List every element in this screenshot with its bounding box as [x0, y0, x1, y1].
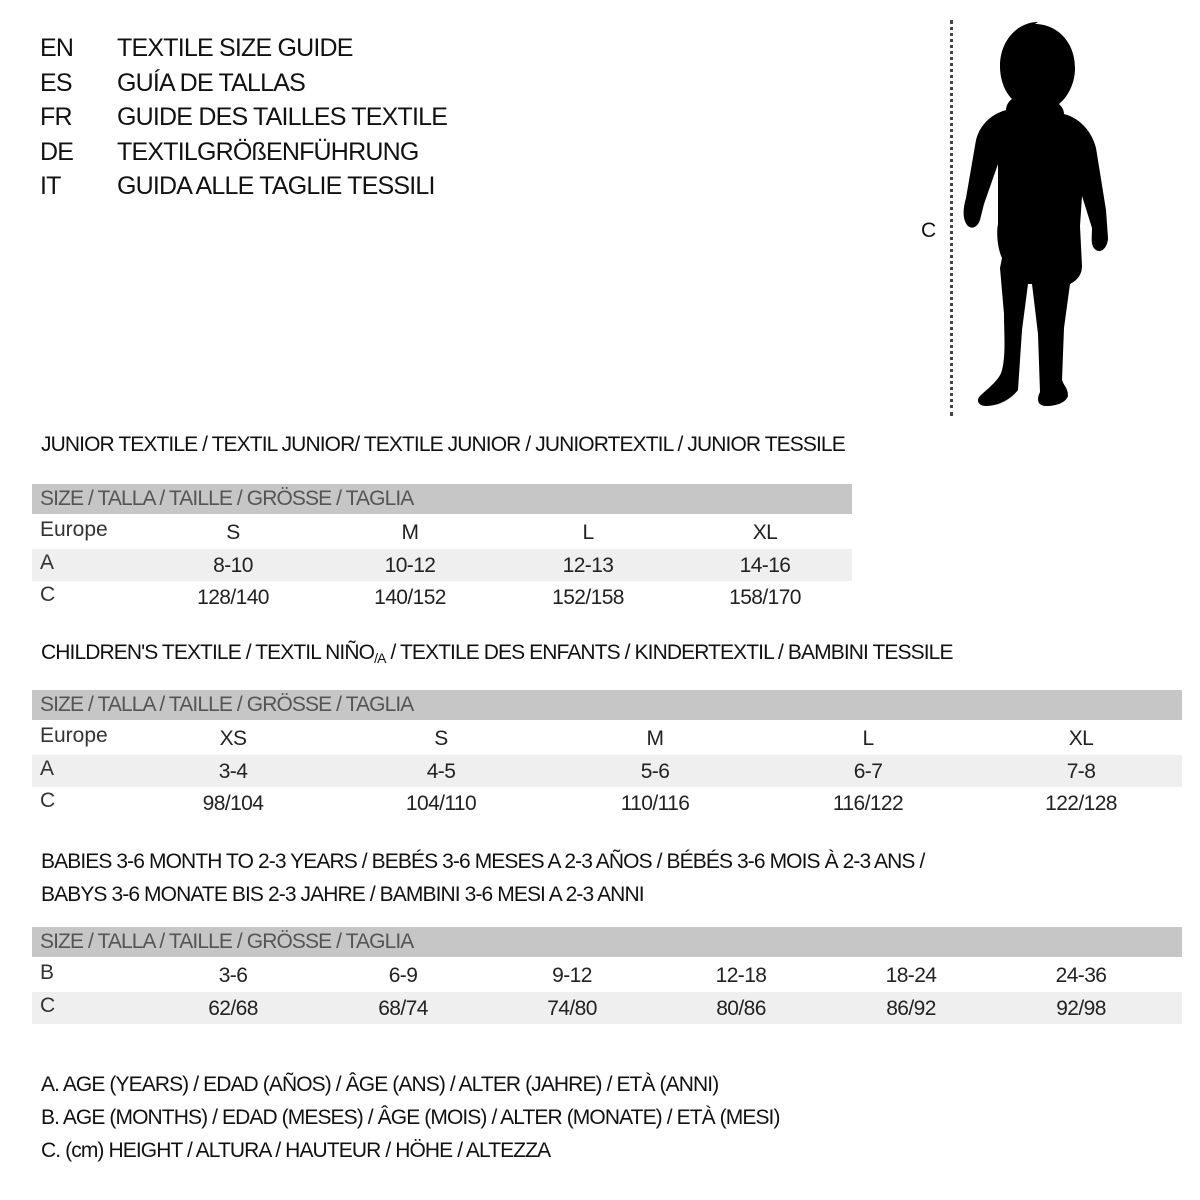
- table-cell: 3-6: [218, 964, 248, 987]
- junior-section-title: JUNIOR TEXTILE / TEXTIL JUNIOR/ TEXTILE …: [41, 433, 846, 456]
- table-cell: 92/98: [1056, 996, 1106, 1020]
- table-cell: 152/158: [552, 586, 624, 609]
- table-cell: 68/74: [378, 996, 428, 1020]
- table-cell: 86/92: [886, 996, 936, 1020]
- table-cell: 74/80: [547, 996, 597, 1020]
- language-title: GUIDE DES TAILLES TEXTILE: [117, 103, 448, 131]
- table-cell: 6-7: [853, 759, 883, 783]
- table-cell: 158/170: [729, 586, 801, 609]
- table-cell: L: [582, 521, 594, 544]
- table-header-bar: SIZE / TALLA / TAILLE / GRÖSSE / TAGLIA: [32, 690, 1182, 720]
- table-row: Europe S M L XL: [32, 516, 852, 548]
- table-cell: 128/140: [197, 586, 269, 609]
- language-title: GUÍA DE TALLAS: [117, 68, 306, 97]
- language-title: GUIDA ALLE TAGLIE TESSILI: [117, 172, 435, 200]
- baby-silhouette-icon: [963, 22, 1108, 406]
- table-cell: 4-5: [426, 759, 456, 783]
- table-cell: 3-4: [218, 759, 248, 783]
- table-cell: 14-16: [739, 553, 791, 577]
- table-cell: 140/152: [374, 586, 446, 609]
- children-section-title: CHILDREN'S TEXTILE / TEXTIL NIÑO/A / TEX…: [41, 641, 953, 666]
- legend-item: A. AGE (YEARS) / EDAD (AÑOS) / ÂGE (ANS)…: [41, 1073, 719, 1096]
- table-cell: 5-6: [640, 759, 670, 783]
- table-row: A 3-4 4-5 5-6 6-7 7-8: [32, 754, 1182, 787]
- table-cell: 8-10: [213, 553, 253, 577]
- table-row: B 3-6 6-9 9-12 12-18 18-24 24-36: [32, 959, 1182, 991]
- table-cell: 6-9: [388, 964, 418, 987]
- row-label: A: [40, 550, 55, 574]
- table-cell: M: [646, 727, 665, 750]
- language-title: TEXTILE SIZE GUIDE: [117, 34, 353, 62]
- language-code: IT: [40, 172, 61, 200]
- table-cell: S: [226, 521, 240, 544]
- children-title-main: CHILDREN'S TEXTILE / TEXTIL NIÑO: [41, 641, 375, 664]
- table-cell: 104/110: [405, 792, 477, 815]
- table-cell: 62/68: [208, 996, 258, 1020]
- language-title: TEXTILGRÖßENFÜHRUNG: [117, 137, 419, 166]
- babies-section-title-line2: BABYS 3-6 MONATE BIS 2-3 JAHRE / BAMBINI…: [41, 883, 645, 906]
- row-label: A: [40, 756, 55, 780]
- row-label: Europe: [40, 518, 108, 541]
- legend-item: C. (cm) HEIGHT / ALTURA / HAUTEUR / HÖHE…: [41, 1139, 551, 1162]
- height-dimension-line: [950, 20, 953, 416]
- row-label: B: [40, 961, 55, 984]
- babies-section-title-line1: BABIES 3-6 MONTH TO 2-3 YEARS / BEBÉS 3-…: [41, 850, 925, 873]
- table-header-label: SIZE / TALLA / TAILLE / GRÖSSE / TAGLIA: [40, 487, 414, 510]
- table-header-label: SIZE / TALLA / TAILLE / GRÖSSE / TAGLIA: [40, 930, 414, 953]
- table-cell: 110/116: [620, 792, 690, 815]
- table-row: C 62/68 68/74 74/80 80/86 86/92 92/98: [32, 991, 1182, 1024]
- table-row: Europe XS S M L XL: [32, 722, 1182, 754]
- table-row: C 128/140 140/152 152/158 158/170: [32, 581, 852, 613]
- table-cell: 12-13: [562, 553, 614, 577]
- row-label: C: [40, 789, 56, 812]
- table-cell: 116/122: [832, 792, 904, 815]
- language-code: EN: [40, 34, 74, 62]
- table-cell: 24-36: [1055, 964, 1107, 987]
- table-cell: XS: [219, 727, 247, 750]
- table-cell: 18-24: [885, 964, 937, 987]
- table-cell: 10-12: [384, 553, 436, 577]
- row-label: C: [40, 583, 56, 606]
- language-code: FR: [40, 103, 73, 131]
- table-cell: XL: [752, 521, 778, 544]
- table-header-bar: SIZE / TALLA / TAILLE / GRÖSSE / TAGLIA: [32, 927, 1182, 957]
- children-title-sub: /A: [374, 650, 386, 666]
- height-dimension-label: C: [921, 219, 936, 242]
- table-cell: L: [862, 727, 874, 750]
- children-title-rest: / TEXTILE DES ENFANTS / KINDERTEXTIL / B…: [385, 641, 953, 664]
- table-cell: 7-8: [1066, 759, 1096, 783]
- table-cell: S: [434, 727, 448, 750]
- legend-item: B. AGE (MONTHS) / EDAD (MESES) / ÂGE (MO…: [41, 1106, 780, 1129]
- row-label: C: [40, 993, 56, 1017]
- table-row: A 8-10 10-12 12-13 14-16: [32, 548, 852, 581]
- table-header-label: SIZE / TALLA / TAILLE / GRÖSSE / TAGLIA: [40, 693, 414, 716]
- table-cell: 80/86: [716, 996, 766, 1020]
- table-cell: 98/104: [202, 792, 264, 815]
- row-label: Europe: [40, 724, 108, 747]
- table-cell: XL: [1068, 727, 1094, 750]
- table-header-bar: SIZE / TALLA / TAILLE / GRÖSSE / TAGLIA: [32, 484, 852, 514]
- table-row: C 98/104 104/110 110/116 116/122 122/128: [32, 787, 1182, 819]
- language-code: ES: [40, 68, 73, 97]
- table-cell: M: [401, 521, 420, 544]
- language-code: DE: [40, 137, 74, 166]
- table-cell: 122/128: [1045, 792, 1117, 815]
- table-cell: 12-18: [715, 964, 767, 987]
- table-cell: 9-12: [552, 964, 592, 987]
